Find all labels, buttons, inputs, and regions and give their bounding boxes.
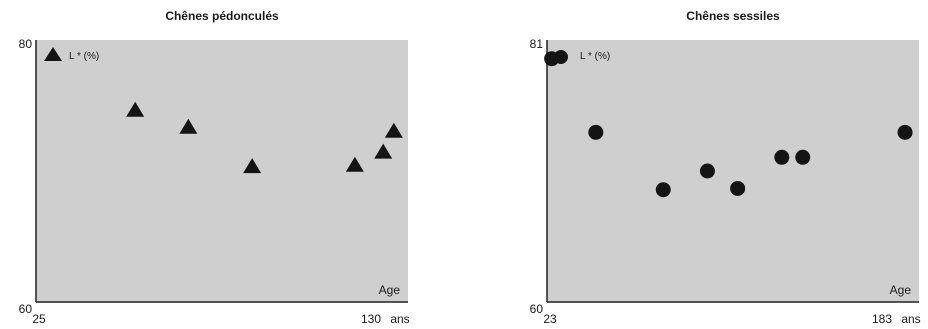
legend-label: L * (%) <box>69 51 99 62</box>
x-axis-label: Age <box>890 283 912 297</box>
x-tick-label: 25 <box>32 312 46 326</box>
x-unit-label: ans <box>901 312 920 326</box>
y-tick-label: 60 <box>530 302 544 316</box>
data-point <box>179 118 198 134</box>
y-tick-label: 81 <box>530 37 544 51</box>
chart-title: Chênes pédonculés <box>165 9 279 23</box>
data-point <box>384 122 403 138</box>
data-point <box>374 143 393 159</box>
data-point <box>126 101 145 117</box>
data-point <box>345 156 364 172</box>
legend-label: L * (%) <box>580 51 610 62</box>
data-point <box>774 149 790 165</box>
data-point <box>588 124 604 140</box>
x-tick-label: 183 <box>872 312 892 326</box>
data-point <box>730 180 746 196</box>
legend-marker <box>44 47 62 61</box>
plot-area <box>547 40 919 302</box>
data-point <box>655 182 671 198</box>
data-point <box>699 163 715 179</box>
data-point <box>243 158 262 174</box>
y-tick-label: 60 <box>19 302 33 316</box>
data-point <box>544 51 560 67</box>
chart-title: Chênes sessiles <box>686 9 780 23</box>
data-point <box>897 124 913 140</box>
x-axis-label: Age <box>379 283 401 297</box>
x-tick-label: 130 <box>361 312 381 326</box>
x-tick-label: 23 <box>543 312 557 326</box>
plot-area <box>36 40 408 302</box>
x-unit-label: ans <box>390 312 409 326</box>
y-tick-label: 80 <box>19 37 33 51</box>
data-point <box>795 149 811 165</box>
